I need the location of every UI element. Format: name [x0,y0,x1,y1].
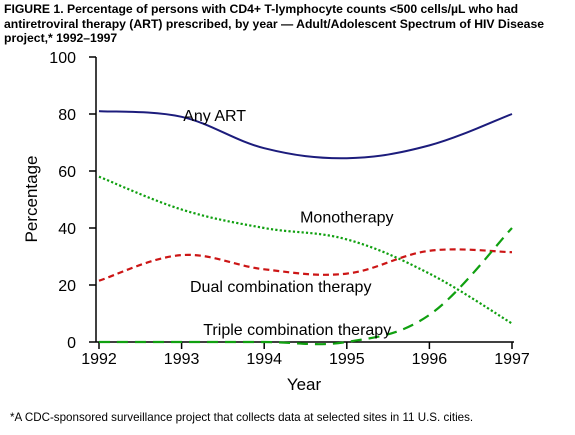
series-label-dual-combination-therapy: Dual combination therapy [190,279,371,296]
x-axis-tick-labels: 1992 1993 1994 1995 1996 1997 [81,351,530,368]
y-axis-ticks [89,56,96,343]
series-labels: Any ART Monotherapy Dual combination thera… [183,108,393,339]
x-axis-title: Year [287,375,322,394]
y-tick-label: 100 [49,50,76,67]
x-tick-label: 1992 [81,351,117,368]
y-tick-label: 0 [67,335,76,352]
y-axis: 0 20 40 60 80 100 Percentage [22,50,97,352]
y-axis-tick-labels: 0 20 40 60 80 100 [49,50,76,352]
series-line-dual-combination-therapy [98,248,513,282]
x-axis: 1992 1993 1994 1995 1996 1997 Year [81,341,530,394]
x-axis-ticks [98,342,513,349]
figure-title: FIGURE 1. Percentage of persons with CD4… [4,2,545,45]
x-tick-label: 1994 [246,351,282,368]
series-line-monotherapy [98,175,513,325]
y-tick-label: 40 [58,221,76,238]
y-tick-label: 80 [58,107,76,124]
series-lines [98,110,513,346]
x-tick-label: 1995 [329,351,365,368]
line-chart: 0 20 40 60 80 100 Percentage 1992 1993 1994 1995… [22,50,530,394]
y-tick-label: 60 [58,164,76,181]
x-tick-label: 1993 [164,351,200,368]
footnote: *A CDC-sponsored surveillance project th… [10,411,474,424]
series-label-triple-combination-therapy: Triple combination therapy [203,322,391,339]
x-tick-label: 1997 [494,351,530,368]
y-tick-label: 20 [58,278,76,295]
series-label-monotherapy: Monotherapy [300,210,393,227]
series-line-triple-combination-therapy [98,227,513,346]
series-label-any-art: Any ART [183,108,246,125]
x-tick-label: 1996 [412,351,448,368]
y-axis-title: Percentage [22,156,41,243]
series-line-any-art [98,110,513,160]
